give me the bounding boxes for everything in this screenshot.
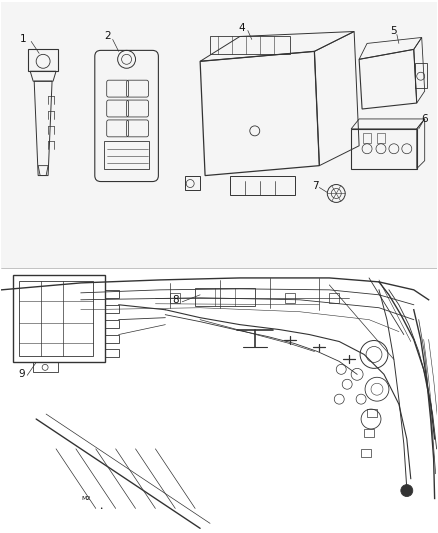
Bar	[104, 141, 149, 168]
Bar	[19, 281, 93, 357]
Text: 5: 5	[391, 27, 397, 36]
Text: 2: 2	[104, 31, 111, 42]
Bar	[13, 275, 105, 362]
Text: 6: 6	[421, 114, 428, 124]
Bar	[1, 2, 437, 268]
Bar	[105, 290, 119, 298]
Text: 1: 1	[20, 35, 27, 44]
Bar	[105, 305, 119, 313]
Bar	[377, 133, 385, 143]
Circle shape	[401, 484, 413, 497]
Bar	[28, 50, 58, 71]
Bar	[210, 36, 290, 54]
Bar	[361, 449, 371, 457]
Bar	[363, 133, 371, 143]
Bar	[170, 293, 180, 303]
Text: 7: 7	[312, 181, 319, 190]
Text: M2: M2	[81, 496, 91, 501]
Bar	[364, 429, 374, 437]
Bar	[105, 350, 119, 358]
Bar	[105, 320, 119, 328]
Bar	[105, 335, 119, 343]
Bar	[415, 63, 427, 88]
Text: 4: 4	[239, 22, 245, 33]
Text: •: •	[99, 506, 102, 511]
Bar	[367, 409, 377, 417]
Bar	[329, 293, 339, 303]
Bar	[195, 288, 255, 306]
Bar	[33, 362, 58, 373]
Bar	[285, 293, 294, 303]
Text: 8: 8	[172, 295, 179, 305]
Text: 9: 9	[18, 369, 25, 379]
